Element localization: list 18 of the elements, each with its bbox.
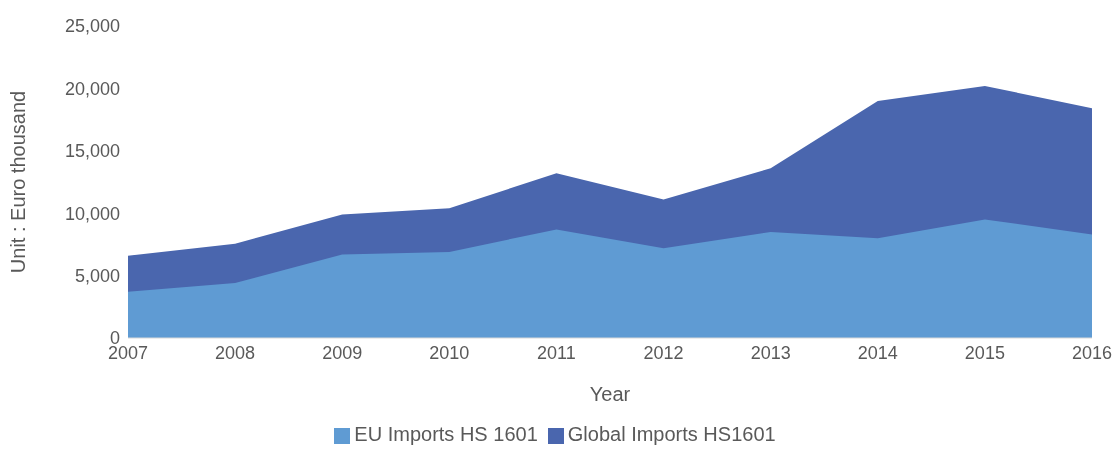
y-tick-label: 15,000 xyxy=(64,141,120,162)
x-tick-label: 2013 xyxy=(750,342,791,363)
legend-label: Global Imports HS1601 xyxy=(567,423,776,445)
x-tick-label: 2010 xyxy=(429,342,470,363)
y-axis-title: Unit : Euro thousand xyxy=(7,90,30,274)
x-tick-label: 2016 xyxy=(1071,342,1113,363)
x-tick-label: 2011 xyxy=(537,342,576,363)
x-tick-label: 2014 xyxy=(857,342,898,363)
x-tick-label: 2012 xyxy=(643,342,684,363)
legend-label: EU Imports HS 1601 xyxy=(354,423,538,445)
y-tick-label: 10,000 xyxy=(64,203,120,224)
x-tick-label: 2008 xyxy=(215,342,256,363)
y-tick-label: 5,000 xyxy=(74,265,120,286)
y-tick-label: 20,000 xyxy=(64,78,120,99)
y-tick-label: 25,000 xyxy=(64,16,120,37)
x-axis-title: Year xyxy=(589,383,631,405)
x-tick-label: 2015 xyxy=(964,342,1005,363)
x-tick-label: 2009 xyxy=(322,342,363,363)
